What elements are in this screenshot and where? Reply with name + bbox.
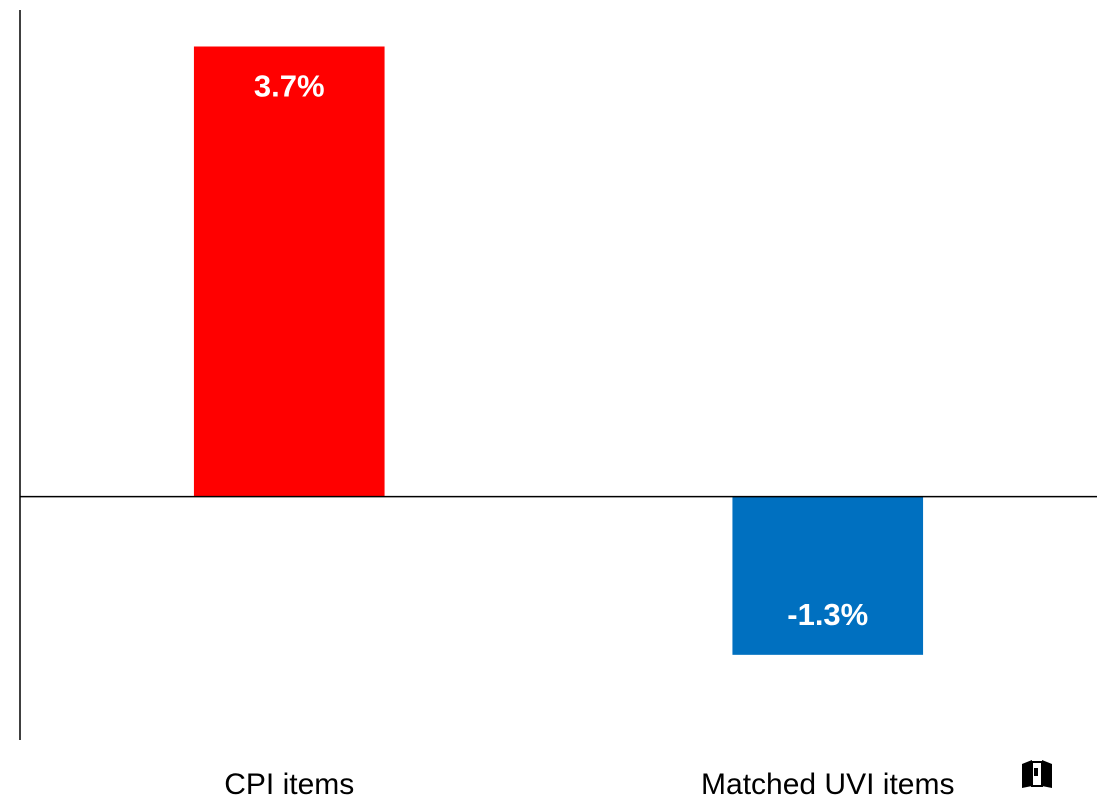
bar [193,46,385,497]
data-label: 3.7% [254,69,325,104]
data-label: -1.3% [787,597,868,632]
bar [732,496,924,655]
x-tick-label: Matched UVI items [701,768,954,801]
book-icon [1022,760,1052,788]
x-tick-label: CPI items [224,768,354,801]
